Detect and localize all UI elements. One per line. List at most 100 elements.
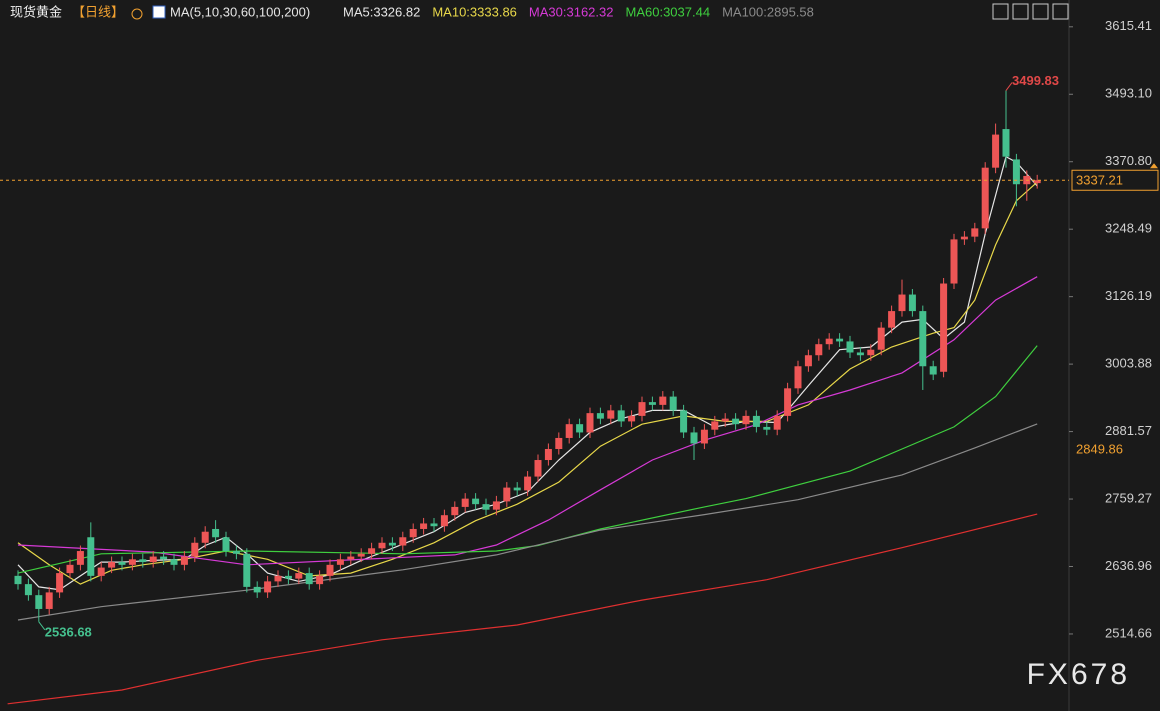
candle-body: [586, 413, 594, 433]
candle-body: [981, 167, 989, 229]
candle-body: [180, 556, 188, 565]
candle-body: [784, 388, 792, 416]
candle-body: [492, 501, 500, 510]
candle-body: [929, 366, 937, 375]
candle-body: [815, 344, 823, 356]
y-tick-label: 2881.57: [1105, 423, 1152, 438]
candle-body: [357, 553, 365, 557]
marker-label: 2849.86: [1076, 442, 1123, 457]
candle-body: [524, 476, 532, 491]
toolbar: [992, 3, 1069, 20]
candle-body: [1002, 129, 1010, 157]
candle-body: [399, 537, 407, 546]
candle-body: [960, 236, 968, 240]
candle-body: [409, 528, 417, 538]
candle-body: [284, 575, 292, 579]
candle-body: [700, 429, 708, 444]
y-tick-label: 3615.41: [1105, 18, 1152, 33]
candle-body: [243, 553, 251, 587]
candle-body: [721, 418, 729, 422]
candle-body: [971, 228, 979, 237]
candle-body: [804, 355, 812, 367]
candle-body: [212, 528, 220, 538]
candle-body: [825, 338, 833, 345]
candle-body: [908, 294, 916, 312]
candle-body: [877, 327, 885, 350]
candle-body: [45, 592, 53, 609]
tool-button[interactable]: [1032, 3, 1049, 20]
high-pointer: [1005, 82, 1013, 91]
candle-body: [295, 573, 303, 579]
plot-area: [7, 90, 1041, 705]
candle-body: [1033, 180, 1041, 184]
ma-line: [17, 345, 1038, 574]
candle-body: [170, 559, 178, 565]
legend-entry: MA30:3162.32: [529, 4, 614, 19]
y-tick-label: 3493.10: [1105, 86, 1152, 101]
add-icon[interactable]: [131, 8, 143, 20]
candle-body: [888, 311, 896, 328]
y-tick-label: 2759.27: [1105, 490, 1152, 505]
candle-body: [326, 564, 334, 576]
candle-body: [1012, 159, 1020, 185]
y-tick-label: 3126.19: [1105, 288, 1152, 303]
candle-body: [596, 413, 604, 419]
candle-body: [628, 415, 636, 422]
candle-body: [763, 426, 771, 430]
legend-entry: MA60:3037.44: [626, 4, 711, 19]
candle-body: [191, 542, 199, 557]
candle-body: [420, 523, 428, 529]
candle-body: [66, 564, 74, 574]
candle-body: [648, 402, 656, 405]
candle-body: [846, 341, 854, 353]
candle-body: [794, 366, 802, 389]
candle-body: [264, 581, 272, 593]
candle-body: [347, 556, 355, 560]
legend-entry: MA10:3333.86: [432, 4, 517, 19]
candle-body: [607, 410, 615, 419]
candle-body: [316, 575, 324, 585]
candle-body: [752, 415, 760, 427]
candle-body: [128, 559, 136, 565]
symbol: 现货黄金: [10, 4, 62, 19]
candle-body: [690, 432, 698, 444]
candle-body: [482, 504, 490, 510]
candle-body: [368, 548, 376, 554]
candle-body: [451, 506, 459, 516]
candle-body: [513, 487, 521, 491]
candle-body: [856, 352, 864, 356]
candle-body: [201, 531, 209, 543]
candle-body: [108, 562, 116, 568]
candle-body: [24, 584, 32, 596]
candle-body: [222, 537, 230, 552]
period[interactable]: 【日线】: [72, 4, 124, 19]
candle-body: [773, 415, 781, 430]
candle-body: [56, 573, 64, 593]
tool-button[interactable]: [1052, 3, 1069, 20]
candle-body: [742, 415, 750, 425]
candle-body: [253, 586, 261, 593]
legend: MA5:3326.82 MA10:3333.86 MA30:3162.32 MA60:…: [343, 4, 814, 19]
candle-body: [336, 559, 344, 565]
tool-button[interactable]: [1012, 3, 1029, 20]
candle-body: [898, 294, 906, 312]
indicator-icon[interactable]: [152, 5, 166, 19]
candle-body: [950, 239, 958, 284]
legend-entry: MA5:3326.82: [343, 4, 420, 19]
y-tick-label: 2636.96: [1105, 558, 1152, 573]
candle-body: [472, 498, 480, 505]
candle-body: [555, 437, 563, 449]
candle-body: [149, 556, 157, 563]
candle-body: [544, 448, 552, 461]
candle-body: [87, 537, 95, 576]
tool-button[interactable]: [992, 3, 1009, 20]
candle-body: [940, 283, 948, 372]
y-tick-label: 3248.49: [1105, 221, 1152, 236]
ma-line: [7, 513, 1038, 705]
candle-body: [638, 402, 646, 416]
watermark: FX678: [1027, 658, 1130, 691]
y-tick-label: 2514.66: [1105, 625, 1152, 640]
candle-body: [430, 523, 438, 527]
